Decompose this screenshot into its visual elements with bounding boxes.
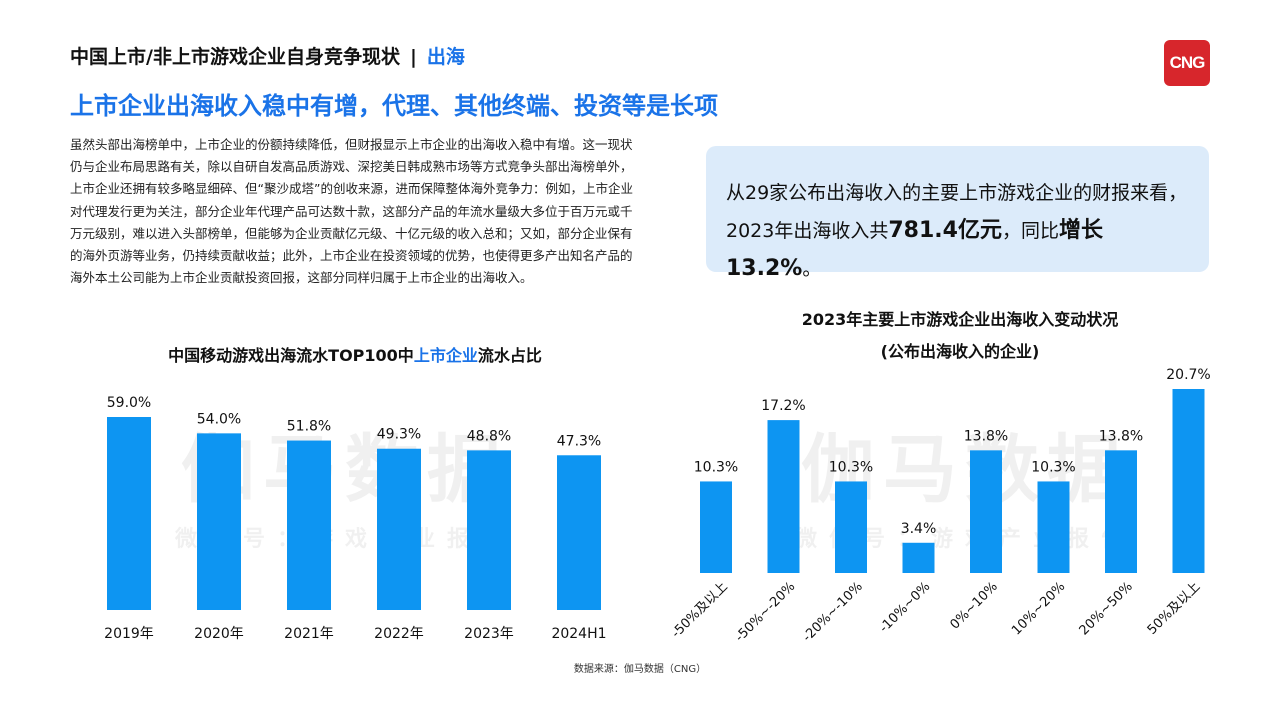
bar	[1037, 481, 1070, 573]
highlight-suffix: 。	[802, 258, 822, 280]
data-label: 54.0%	[197, 411, 241, 427]
category-label: 2024H1	[551, 626, 606, 642]
left-chart-title-prefix: 中国移动游戏出海流水TOP100中	[168, 346, 414, 365]
header-title: 中国上市/非上市游戏企业自身竞争现状	[70, 46, 400, 68]
category-label: 2022年	[374, 626, 424, 642]
highlight-growth: 增长13.2%	[726, 218, 1103, 281]
category-label: -10%~0%	[877, 579, 934, 636]
bar	[1172, 389, 1205, 573]
data-label: 10.3%	[694, 459, 738, 475]
highlight-mid: ，同比	[1001, 220, 1059, 242]
bar	[467, 450, 511, 610]
bar	[107, 417, 151, 610]
right-chart-title-line1: 2023年主要上市游戏企业出海收入变动状况	[801, 310, 1119, 329]
page-title: 上市企业出海收入稳中有增，代理、其他终端、投资等是长项	[70, 92, 718, 120]
right-chart-title: 2023年主要上市游戏企业出海收入变动状况 (公布出海收入的企业)	[700, 304, 1220, 368]
category-label: 50%及以上	[1145, 579, 1204, 638]
bar	[287, 440, 331, 610]
data-label: 59.0%	[107, 395, 151, 411]
header-section: 出海	[426, 46, 465, 68]
bar	[970, 450, 1002, 573]
bar	[557, 455, 601, 610]
body-paragraph: 虽然头部出海榜单中，上市企业的份额持续降低，但财报显示上市企业的出海收入稳中有增…	[70, 137, 633, 286]
bar	[835, 481, 867, 573]
highlight-amount: 781.4亿元	[888, 218, 1002, 243]
category-label: -50%~-20%	[733, 579, 799, 645]
category-label: 0%~10%	[947, 579, 1000, 632]
bar	[700, 481, 732, 573]
header-separator: |	[409, 46, 417, 68]
bar	[377, 448, 421, 610]
data-label: 10.3%	[1031, 459, 1075, 475]
category-label: 2023年	[464, 626, 514, 642]
category-label: -50%及以上	[669, 579, 731, 641]
category-label: 20%~50%	[1077, 579, 1136, 638]
data-label: 51.8%	[287, 419, 331, 435]
data-label: 13.8%	[964, 428, 1008, 444]
bar	[197, 433, 241, 610]
highlight-box: 从29家公布出海收入的主要上市游戏企业的财报来看， 2023年出海收入共781.…	[706, 146, 1209, 281]
data-label: 10.3%	[829, 459, 873, 475]
right-chart-title-line2: (公布出海收入的企业)	[880, 342, 1040, 361]
left-chart-title-suffix: 流水占比	[477, 346, 542, 365]
left-chart-title-accent: 上市企业	[413, 346, 478, 365]
data-source: 数据来源：伽马数据（CNG）	[573, 664, 707, 675]
data-label: 47.3%	[557, 433, 601, 449]
category-label: 2020年	[194, 626, 244, 642]
data-label: 3.4%	[901, 521, 937, 537]
category-label: -20%~-10%	[800, 579, 866, 645]
data-label: 20.7%	[1166, 367, 1210, 383]
bar	[902, 542, 935, 573]
category-label: 10%~20%	[1009, 579, 1068, 638]
category-label: 2019年	[104, 626, 154, 642]
bar	[767, 420, 800, 573]
data-label: 13.8%	[1099, 428, 1143, 444]
highlight-prefix: 2023年出海收入共	[726, 220, 889, 242]
highlight-line-2: 2023年出海收入共781.4亿元，同比增长13.2%。	[726, 212, 1189, 288]
bar	[1105, 450, 1137, 573]
cng-logo: CNG	[1164, 40, 1210, 86]
left-chart-title: 中国移动游戏出海流水TOP100中上市企业流水占比	[100, 342, 610, 366]
category-label: 2021年	[284, 626, 334, 642]
data-label: 49.3%	[377, 427, 421, 443]
highlight-line-1: 从29家公布出海收入的主要上市游戏企业的财报来看，	[726, 182, 1188, 204]
data-label: 48.8%	[467, 428, 511, 444]
data-label: 17.2%	[761, 398, 805, 414]
section-header: 中国上市/非上市游戏企业自身竞争现状 | 出海	[70, 42, 465, 69]
